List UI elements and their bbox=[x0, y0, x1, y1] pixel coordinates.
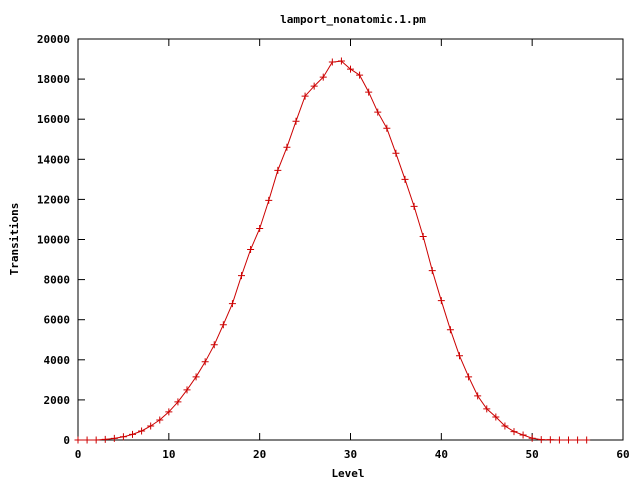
data-point-marker bbox=[156, 416, 164, 424]
data-point-marker bbox=[537, 436, 545, 444]
data-point-marker bbox=[528, 434, 536, 442]
data-point-marker bbox=[519, 431, 527, 439]
data-point-marker bbox=[283, 143, 291, 151]
x-tick-label: 20 bbox=[253, 448, 266, 461]
x-tick-label: 30 bbox=[344, 448, 357, 461]
data-point-marker bbox=[383, 124, 391, 132]
series-line bbox=[78, 60, 587, 441]
data-point-marker bbox=[138, 427, 146, 435]
data-point-marker bbox=[319, 73, 327, 81]
data-point-marker bbox=[483, 405, 491, 413]
x-axis: 0 10 20 30 40 50 60 bbox=[75, 39, 630, 461]
data-point-marker bbox=[465, 373, 473, 381]
data-point-marker bbox=[583, 436, 591, 444]
data-point-marker bbox=[374, 108, 382, 116]
data-point-marker bbox=[174, 398, 182, 406]
data-point-marker bbox=[74, 436, 82, 444]
x-tick-label: 10 bbox=[162, 448, 175, 461]
y-tick-label: 2000 bbox=[44, 394, 71, 407]
y-tick-label: 16000 bbox=[37, 113, 70, 126]
data-point-marker bbox=[228, 300, 236, 308]
data-point-marker bbox=[401, 175, 409, 183]
x-tick-label: 0 bbox=[75, 448, 82, 461]
y-axis-label: Transitions bbox=[8, 203, 21, 276]
data-point-marker bbox=[310, 82, 318, 90]
y-tick-label: 20000 bbox=[37, 33, 70, 46]
data-point-marker bbox=[419, 232, 427, 240]
data-point-marker bbox=[546, 436, 554, 444]
data-point-marker bbox=[410, 202, 418, 210]
data-point-marker bbox=[347, 65, 354, 73]
series-group bbox=[74, 57, 591, 444]
data-point-marker bbox=[238, 272, 245, 280]
y-axis: 0 2000 4000 6000 8000 10000 12000 14000 16000 180… bbox=[37, 33, 623, 447]
data-point-marker bbox=[328, 58, 336, 66]
data-point-marker bbox=[392, 149, 400, 157]
y-tick-label: 6000 bbox=[44, 314, 71, 327]
y-tick-label: 4000 bbox=[44, 354, 71, 367]
y-tick-label: 0 bbox=[63, 434, 70, 447]
data-point-marker bbox=[83, 436, 91, 444]
data-point-marker bbox=[265, 196, 273, 204]
data-point-marker bbox=[147, 422, 155, 430]
data-point-marker bbox=[456, 352, 463, 360]
data-point-marker bbox=[92, 436, 100, 444]
data-point-marker bbox=[474, 392, 482, 400]
data-point-marker bbox=[247, 246, 255, 254]
data-point-marker bbox=[129, 430, 136, 438]
data-point-marker bbox=[274, 166, 282, 174]
data-point-marker bbox=[256, 224, 264, 232]
chart-title: lamport_nonatomic.1.pm bbox=[280, 13, 426, 26]
data-point-marker bbox=[119, 433, 127, 441]
x-axis-label: Level bbox=[331, 467, 364, 480]
y-tick-label: 8000 bbox=[44, 274, 71, 287]
data-point-marker bbox=[101, 435, 109, 443]
data-point-marker bbox=[192, 373, 200, 381]
data-point-marker bbox=[219, 321, 227, 329]
data-point-marker bbox=[574, 436, 582, 444]
data-point-marker bbox=[183, 386, 191, 394]
x-tick-label: 60 bbox=[616, 448, 629, 461]
data-point-marker bbox=[555, 436, 563, 444]
data-point-marker bbox=[210, 341, 218, 349]
x-tick-label: 50 bbox=[526, 448, 539, 461]
data-point-marker bbox=[510, 428, 518, 436]
data-point-marker bbox=[437, 297, 445, 305]
plot-frame bbox=[77, 38, 624, 441]
data-point-marker bbox=[110, 434, 118, 442]
data-point-marker bbox=[201, 358, 209, 366]
y-tick-label: 14000 bbox=[37, 153, 70, 166]
y-tick-label: 18000 bbox=[37, 73, 70, 86]
data-point-marker bbox=[301, 92, 309, 100]
data-point-marker bbox=[356, 71, 364, 79]
data-point-marker bbox=[292, 117, 300, 125]
data-point-marker bbox=[365, 88, 373, 96]
y-tick-label: 10000 bbox=[37, 234, 70, 247]
data-point-marker bbox=[565, 436, 572, 444]
data-point-marker bbox=[428, 267, 436, 275]
x-tick-label: 40 bbox=[435, 448, 448, 461]
data-point-marker bbox=[165, 408, 173, 416]
data-point-marker bbox=[501, 422, 509, 430]
data-point-marker bbox=[492, 413, 500, 421]
data-point-marker bbox=[337, 57, 345, 65]
y-tick-label: 12000 bbox=[37, 193, 70, 206]
data-point-marker bbox=[446, 326, 454, 334]
